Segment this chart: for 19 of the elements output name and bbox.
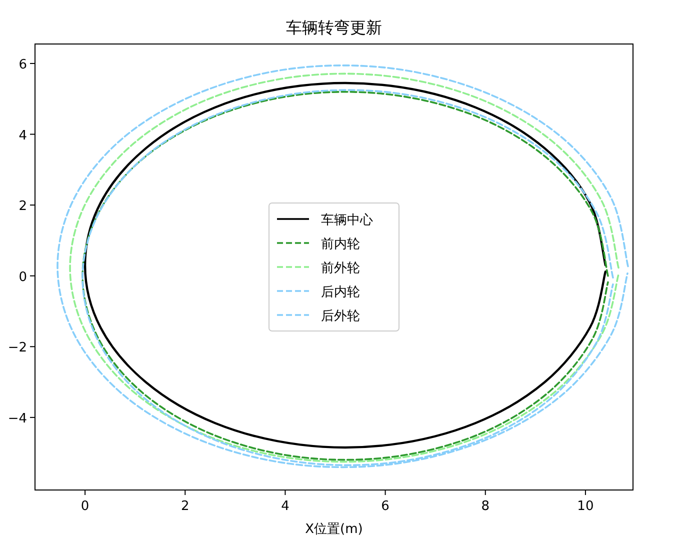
y-tick-label: −4: [8, 411, 27, 426]
x-tick-label: 8: [481, 499, 490, 514]
legend-label: 前内轮: [321, 237, 360, 252]
legend-label: 后外轮: [321, 309, 360, 324]
x-tick-label: 0: [80, 499, 90, 514]
legend-label: 后内轮: [321, 285, 360, 300]
x-tick-label: 2: [180, 499, 190, 514]
y-tick-label: 0: [18, 270, 27, 285]
y-tick-label: −2: [8, 340, 27, 356]
x-axis-title: X位置(m): [305, 522, 363, 537]
legend-label: 前外轮: [321, 261, 360, 276]
y-tick-label: 2: [18, 199, 27, 214]
x-tick-label: 10: [577, 499, 594, 514]
chart-title: 车辆转弯更新: [286, 18, 382, 37]
x-tick-label: 6: [381, 499, 390, 514]
y-tick-label: 4: [18, 128, 27, 144]
y-tick-label: 6: [18, 57, 27, 72]
x-tick-label: 4: [281, 499, 290, 514]
legend-label: 车辆中心: [321, 212, 373, 228]
